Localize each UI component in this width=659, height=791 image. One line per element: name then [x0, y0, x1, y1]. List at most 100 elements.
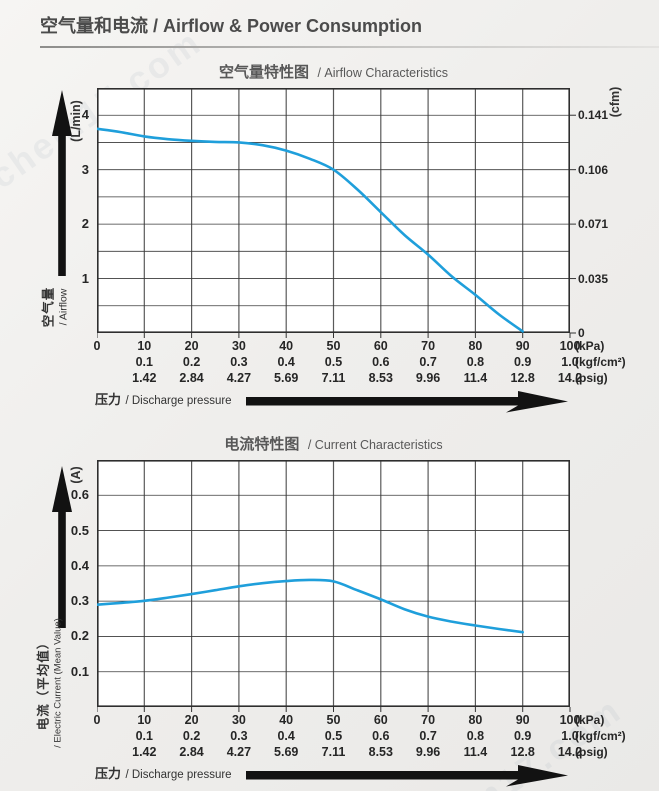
current-x-axis-name: 压力 / Discharge pressure: [95, 763, 232, 783]
x-tick-label-kgf: 0.2: [182, 729, 201, 743]
x-tick-label-kpa: 80: [468, 339, 483, 353]
airflow-chart-title-en: / Airflow Characteristics: [317, 66, 449, 80]
x-tick-label-kpa: 80: [468, 713, 483, 727]
x-tick-label-kpa: 20: [184, 339, 199, 353]
x-axis-unit-label: (kgf/cm²): [575, 355, 626, 369]
airflow-chart-title-zh: 空气量特性图: [218, 64, 309, 81]
current-chart-title: 电流特性图 / Current Characteristics: [97, 433, 570, 454]
x-tick-label-psig: 2.84: [179, 371, 204, 385]
x-tick-label-kpa: 70: [421, 339, 436, 353]
x-tick-label-kpa: 30: [231, 339, 246, 353]
x-tick-label-kpa: 60: [373, 713, 388, 727]
x-tick-label-kpa: 40: [279, 713, 294, 727]
x-tick-label-kpa: 20: [184, 713, 199, 727]
current-y-axis-unit: (A): [69, 466, 83, 484]
x-tick-label-kgf: 0.3: [230, 355, 248, 369]
airflow-plot: [97, 88, 576, 338]
x-tick-label-kgf: 0.9: [513, 729, 532, 743]
x-tick-label-kpa: 100: [559, 713, 581, 727]
x-tick-label-kgf: 0.8: [466, 355, 485, 369]
airflow-y-axis-name-en: / Airflow: [57, 288, 70, 326]
x-tick-label-kgf: 0.9: [513, 355, 532, 369]
x-tick-label-psig: 12.8: [510, 371, 535, 385]
x-tick-label-kgf: 0.7: [419, 355, 437, 369]
x-tick-label-kpa: 90: [515, 713, 530, 727]
y-axis-up-arrow-icon: [52, 466, 72, 628]
x-tick-label-kpa: 30: [231, 713, 246, 727]
page-title: 空气量和电流 / Airflow & Power Consumption: [40, 16, 422, 36]
x-tick-label-kgf: 0.4: [277, 729, 295, 743]
x-tick-label-kpa: 40: [279, 339, 294, 353]
x-tick-label-kgf: 0.7: [419, 729, 437, 743]
x-tick-label-psig: 5.69: [274, 745, 299, 759]
x-tick-label-kgf: 0.6: [372, 729, 390, 743]
airflow-y-axis-unit: (L/min): [69, 100, 83, 142]
x-tick-label-kpa: 100: [559, 339, 581, 353]
x-tick-label-psig: 14.2: [557, 371, 583, 385]
current-x-axis-name-zh: 压力: [95, 766, 122, 781]
airflow-y-axis-name-zh: 空气量: [41, 286, 56, 328]
x-tick-label-psig: 11.4: [463, 745, 488, 759]
airflow-x-axis-name-en: / Discharge pressure: [125, 395, 232, 407]
current-plot: [97, 460, 571, 712]
right-tick-label: 0.035: [578, 271, 609, 286]
x-tick-label-psig: 7.11: [321, 371, 346, 385]
right-tick-label: 0: [578, 326, 585, 340]
x-tick-label-kgf: 0.8: [466, 729, 485, 743]
x-tick-label-psig: 9.96: [415, 371, 441, 385]
x-tick-label-psig: 8.53: [368, 745, 393, 759]
right-tick-label: 0.141: [578, 108, 609, 123]
x-tick-label-psig: 8.53: [368, 371, 393, 385]
x-tick-label-psig: 14.2: [557, 745, 583, 759]
x-tick-label-kpa: 0: [93, 339, 101, 353]
x-axis-unit-label: (kPa): [575, 713, 605, 727]
x-tick-label-kpa: 50: [326, 339, 341, 353]
x-tick-label-psig: 5.69: [274, 371, 299, 385]
x-tick-label-kgf: 0.5: [324, 729, 343, 743]
x-tick-label-psig: 11.4: [463, 371, 488, 385]
airflow-chart-title: 空气量特性图 / Airflow Characteristics: [97, 61, 570, 82]
x-tick-label-psig: 7.11: [321, 745, 346, 759]
x-axis-right-arrow-icon: [246, 391, 568, 413]
header-underline: [40, 46, 659, 48]
x-tick-label-kgf: 0.1: [135, 729, 153, 743]
current-y-axis-name-zh: 电流（平均值）: [36, 635, 51, 731]
x-axis-unit-label: (kPa): [575, 339, 605, 353]
right-tick-label: 0.071: [578, 217, 609, 232]
current-chart-title-en: / Current Characteristics: [307, 438, 443, 452]
airflow-right-axis-unit: (cfm): [608, 86, 622, 118]
x-tick-label-kgf: 0.4: [277, 355, 295, 369]
x-tick-label-kgf: 0.2: [182, 355, 201, 369]
current-y-axis-name-en: / Electric Current (Mean Value): [51, 618, 63, 748]
x-tick-label-psig: 4.27: [226, 371, 252, 385]
airflow-curve: [97, 127, 524, 333]
x-tick-label-kgf: 1.0: [561, 355, 579, 369]
x-tick-label-psig: 1.42: [132, 745, 157, 759]
x-tick-label-kpa: 0: [93, 713, 101, 727]
x-tick-label-kgf: 0.3: [230, 729, 248, 743]
x-tick-label-kpa: 10: [137, 339, 152, 353]
x-tick-label-kgf: 0.5: [324, 355, 343, 369]
x-axis-unit-label: (psig): [575, 745, 608, 759]
x-tick-label-kpa: 60: [373, 339, 388, 353]
x-tick-label-psig: 12.8: [510, 745, 535, 759]
x-tick-label-kgf: 0.6: [372, 355, 390, 369]
x-tick-label-psig: 9.96: [415, 745, 441, 759]
y-axis-up-arrow-icon: [52, 90, 72, 276]
x-tick-label-kgf: 1.0: [561, 729, 579, 743]
x-tick-label-kpa: 70: [421, 713, 436, 727]
x-tick-label-kpa: 10: [137, 713, 152, 727]
x-tick-label-psig: 1.42: [132, 371, 157, 385]
x-tick-label-kgf: 0.1: [135, 355, 153, 369]
airflow-y-axis-name: 空气量 / Airflow: [42, 287, 71, 328]
current-y-axis-name: 电流（平均值） / Electric Current (Mean Value): [36, 618, 64, 748]
current-x-axis-name-en: / Discharge pressure: [125, 769, 232, 781]
x-axis-unit-label: (psig): [575, 371, 608, 385]
airflow-x-axis-name: 压力 / Discharge pressure: [95, 389, 232, 409]
x-tick-label-kpa: 90: [515, 339, 530, 353]
electric-current-curve: [97, 578, 524, 634]
x-tick-label-psig: 4.27: [226, 745, 252, 759]
current-chart-title-zh: 电流特性图: [224, 436, 300, 453]
x-tick-label-kpa: 50: [326, 713, 341, 727]
